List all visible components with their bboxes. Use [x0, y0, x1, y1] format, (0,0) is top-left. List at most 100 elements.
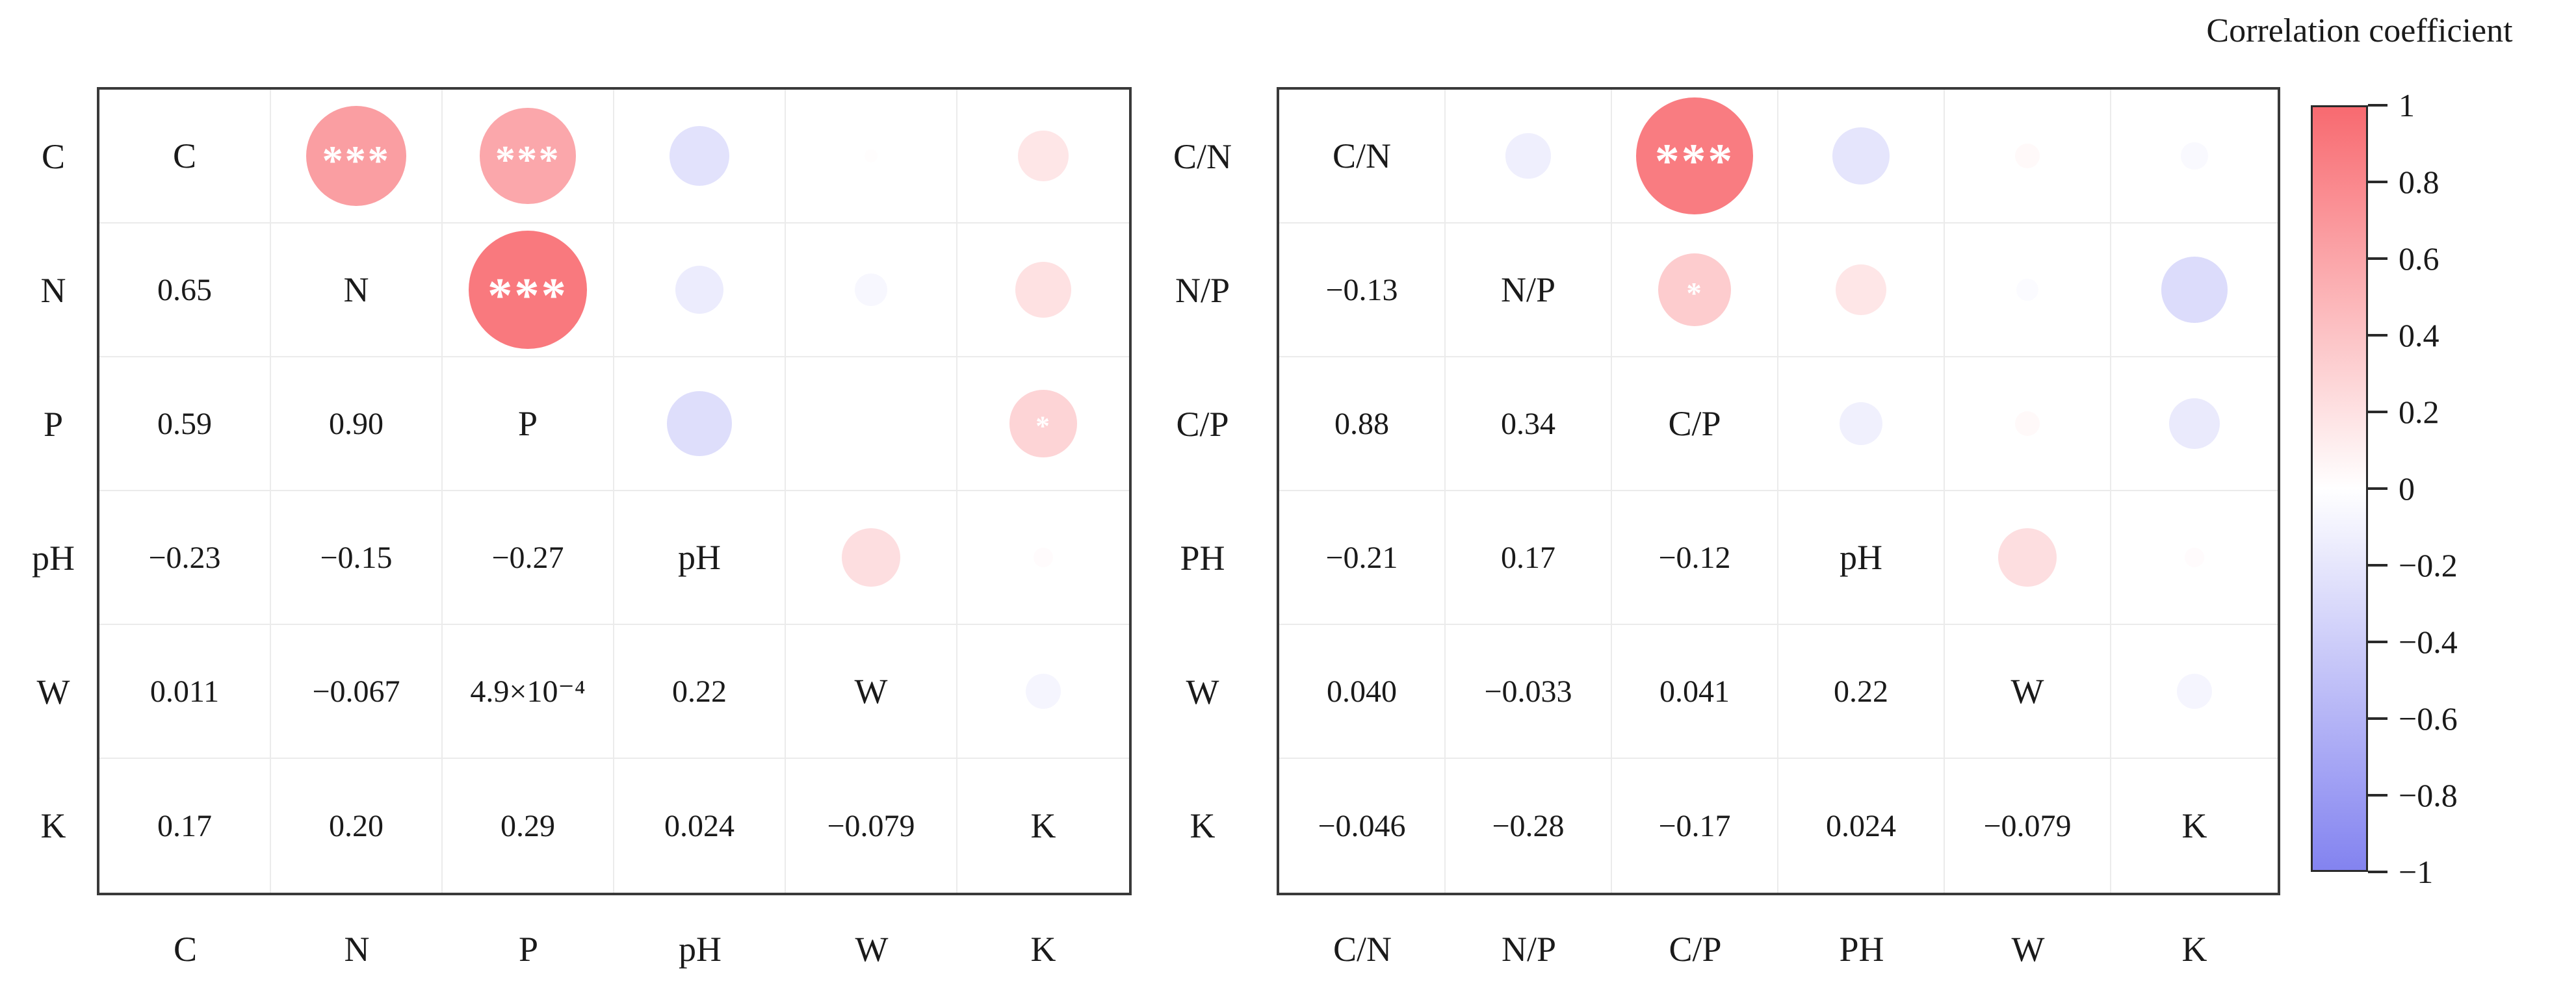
row-label: C/N — [1173, 137, 1232, 176]
correlation-value: 0.90 — [329, 406, 384, 441]
diagonal-label: pH — [1840, 538, 1882, 577]
matrix-cell — [1945, 357, 2111, 491]
column-label: W — [2011, 929, 2045, 969]
matrix-cell — [614, 357, 786, 491]
matrix-cell — [1778, 223, 1945, 357]
diagonal-label: C/P — [1668, 404, 1721, 443]
matrix-cell — [2111, 625, 2278, 759]
matrix-cell: −0.17 — [1612, 759, 1778, 893]
correlation-circle — [675, 265, 724, 314]
row-label: pH — [32, 539, 75, 578]
column-label: N/P — [1501, 929, 1557, 969]
correlation-circle — [1026, 674, 1061, 709]
column-label: W — [855, 929, 889, 969]
correlation-value: −0.067 — [312, 674, 400, 709]
correlation-value: 0.024 — [664, 808, 735, 843]
matrix-cell: W — [786, 625, 957, 759]
diagonal-label: C/N — [1332, 136, 1392, 175]
matrix-cell: C/N — [1279, 90, 1446, 223]
correlation-circle — [2181, 142, 2208, 170]
matrix-cell: −0.23 — [99, 491, 271, 625]
correlation-value: −0.079 — [827, 808, 915, 843]
correlation-circle — [2014, 143, 2040, 169]
matrix-cell: * — [957, 357, 1129, 491]
correlation-value: −0.13 — [1325, 272, 1398, 307]
matrix-cell — [2111, 90, 2278, 223]
correlation-circle — [2185, 548, 2204, 567]
correlation-value: 0.17 — [1501, 540, 1555, 575]
correlation-value: 0.024 — [1826, 808, 1896, 843]
matrix-cell — [1945, 491, 2111, 625]
significance-stars: * — [1686, 276, 1703, 311]
colorbar-tick-label: 0.2 — [2399, 394, 2439, 430]
correlation-value: 0.34 — [1501, 406, 1555, 441]
colorbar-tick-label: 0.6 — [2399, 240, 2439, 277]
matrix-cell — [786, 357, 957, 491]
row-label: K — [40, 806, 66, 845]
colorbar-tick — [2368, 487, 2387, 490]
matrix-cell: 0.29 — [443, 759, 614, 893]
matrix-cell: 0.17 — [1446, 491, 1612, 625]
colorbar-tick-label: −0.6 — [2399, 700, 2458, 737]
colorbar-tick-label: 0.8 — [2399, 164, 2439, 200]
matrix-cell: *** — [443, 223, 614, 357]
correlation-value: 0.040 — [1327, 674, 1397, 709]
matrix-cell — [957, 491, 1129, 625]
matrix-cell: *** — [271, 90, 443, 223]
matrix-cell: K — [957, 759, 1129, 893]
colorbar-tick-label: 0 — [2399, 470, 2415, 507]
matrix-cell: 0.040 — [1279, 625, 1446, 759]
matrix-cell: * — [1612, 223, 1778, 357]
matrix-cell: −0.079 — [786, 759, 957, 893]
correlation-value: 0.17 — [157, 808, 212, 843]
colorbar-tick — [2368, 641, 2387, 643]
column-label: C/P — [1669, 929, 1722, 969]
correlation-circle: *** — [1636, 97, 1753, 214]
diagonal-label: P — [517, 404, 538, 443]
matrix-cell — [786, 491, 957, 625]
matrix-cell — [957, 625, 1129, 759]
matrix-cell: 0.024 — [1778, 759, 1945, 893]
colorbar-tick — [2368, 794, 2387, 797]
correlation-circle — [1015, 262, 1071, 318]
row-label: C — [41, 137, 66, 176]
matrix-cell: 0.22 — [1778, 625, 1945, 759]
correlation-panel-elements: C *** *** 0.65 N *** 0.59 0.90 P * −0.23 −0.15 −0.27… — [97, 87, 1132, 895]
correlation-circle — [670, 126, 729, 186]
significance-stars: *** — [322, 137, 391, 185]
matrix-cell: pH — [1778, 491, 1945, 625]
correlation-value: 0.65 — [157, 272, 212, 307]
correlation-value: 4.9×10⁻⁴ — [470, 674, 586, 709]
column-label: C — [173, 929, 198, 969]
row-label: N — [40, 271, 66, 310]
matrix-cell: −0.15 — [271, 491, 443, 625]
matrix-cell: 0.024 — [614, 759, 786, 893]
matrix-cell: 0.041 — [1612, 625, 1778, 759]
correlation-circle: *** — [469, 231, 587, 349]
significance-stars: * — [1035, 411, 1051, 442]
correlation-value: −0.17 — [1658, 808, 1731, 843]
correlation-value: −0.12 — [1658, 540, 1731, 575]
row-label: P — [43, 405, 64, 444]
column-label: N — [344, 929, 370, 969]
matrix-cell: 4.9×10⁻⁴ — [443, 625, 614, 759]
matrix-cell: 0.011 — [99, 625, 271, 759]
correlation-circle — [864, 149, 878, 163]
matrix-cell: 0.65 — [99, 223, 271, 357]
correlation-value: −0.28 — [1492, 808, 1565, 843]
significance-stars: *** — [1654, 134, 1735, 189]
matrix-cell: W — [1945, 625, 2111, 759]
diagonal-label: pH — [678, 538, 721, 577]
diagonal-label: C — [172, 136, 197, 175]
correlation-circle — [1835, 264, 1887, 316]
colorbar-tick-label: 1 — [2399, 87, 2415, 123]
diagonal-label: N — [343, 270, 369, 309]
colorbar-tick-label: −0.4 — [2399, 624, 2458, 660]
correlation-circle: *** — [480, 108, 576, 204]
correlation-circle — [1034, 548, 1053, 567]
matrix-cell: 0.90 — [271, 357, 443, 491]
matrix-cell: 0.22 — [614, 625, 786, 759]
correlation-value: 0.011 — [150, 674, 220, 709]
matrix-cell: 0.88 — [1279, 357, 1446, 491]
colorbar-tick — [2368, 181, 2387, 183]
